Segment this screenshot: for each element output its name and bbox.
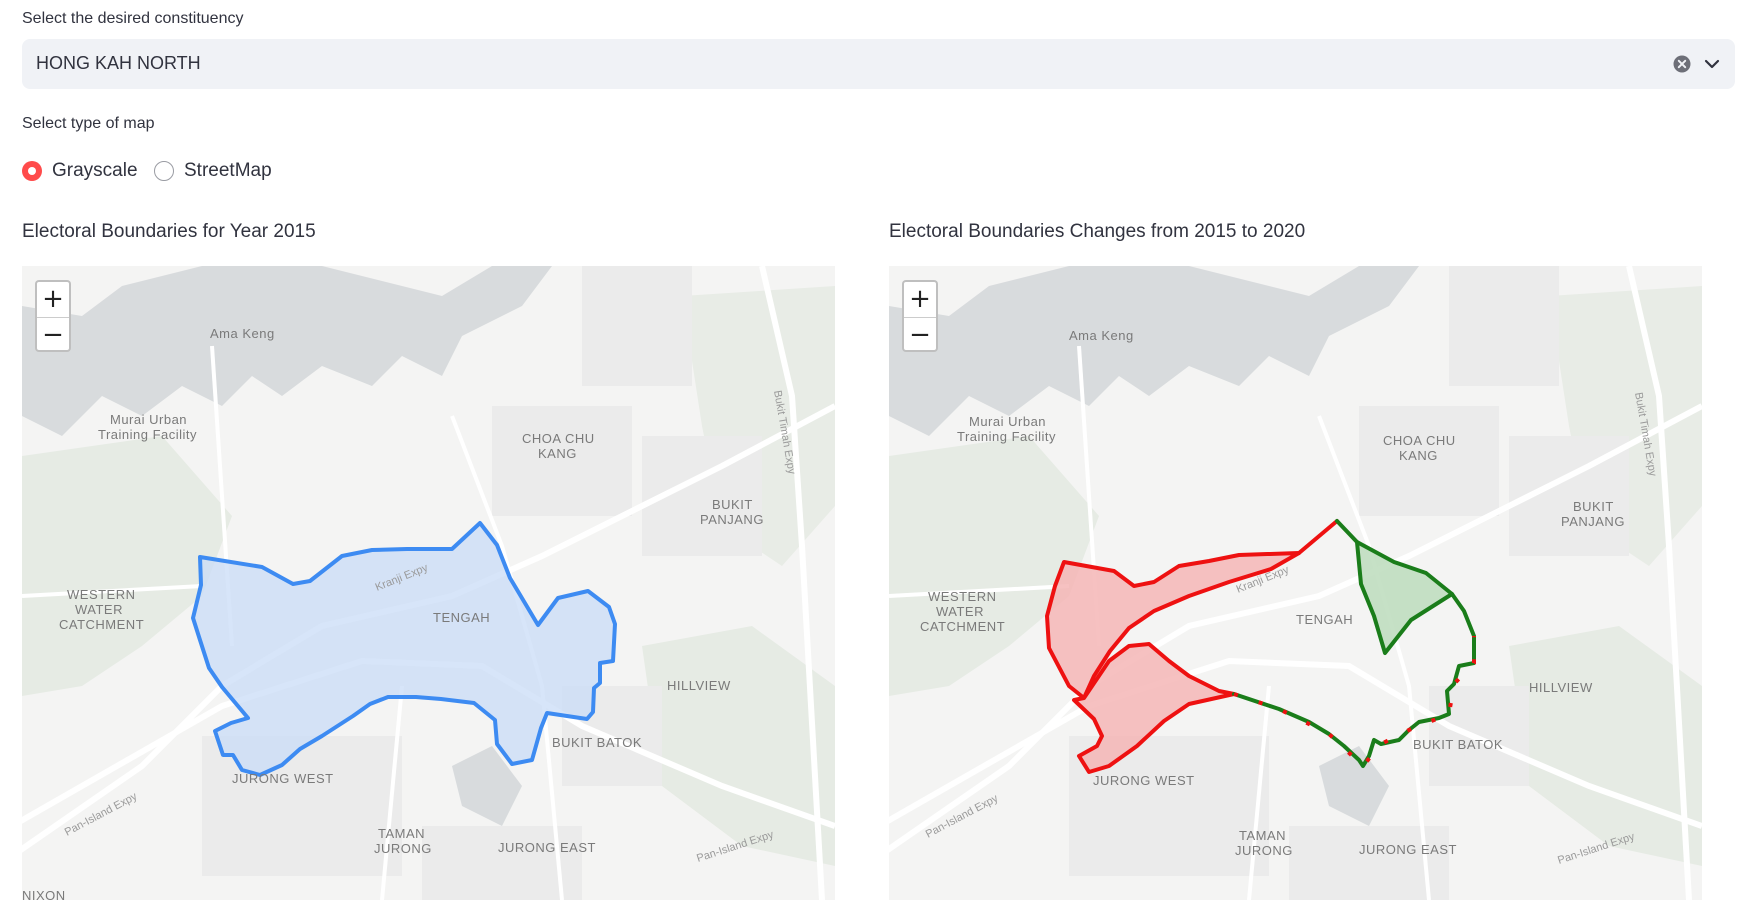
expressway	[759, 266, 825, 900]
place-label: CHOA CHU	[522, 431, 595, 446]
place-label: TAMAN	[1239, 828, 1286, 843]
expressway	[889, 403, 1702, 853]
zoom-control: + −	[35, 280, 71, 352]
road	[380, 685, 404, 900]
place-label: TENGAH	[1296, 612, 1353, 627]
place-label: JURONG WEST	[1093, 773, 1195, 788]
place-label: PANJANG	[700, 512, 764, 527]
place-label: BUKIT	[1573, 499, 1614, 514]
expressway	[1626, 266, 1692, 900]
place-label: JURONG EAST	[1359, 842, 1457, 857]
place-label: CHOA CHU	[1383, 433, 1456, 448]
place-label: HILLVIEW	[1529, 680, 1593, 695]
added-area	[1355, 540, 1454, 655]
road	[889, 584, 1070, 598]
radio-unselected-icon[interactable]	[154, 161, 174, 181]
radio-option-streetmap[interactable]: StreetMap	[154, 158, 272, 184]
map-changes-canvas: Ama Keng Murai Urban Training Facility C…	[889, 266, 1702, 900]
constituency-select[interactable]: HONG KAH NORTH	[22, 39, 1735, 89]
place-label: TAMAN	[378, 826, 425, 841]
map-2015[interactable]: Ama Keng Murai Urban Training Facility C…	[22, 266, 835, 900]
place-label: JURONG EAST	[498, 840, 596, 855]
urban-block	[1359, 406, 1499, 516]
map-changes-2015-2020[interactable]: Ama Keng Murai Urban Training Facility C…	[889, 266, 1702, 900]
place-label: PANJANG	[1561, 514, 1625, 529]
reservoir-shape	[889, 266, 1419, 436]
chevron-down-icon[interactable]	[1703, 56, 1721, 72]
removed-boundary-segment	[1297, 519, 1339, 555]
urban-block	[582, 266, 692, 386]
place-label: JURONG	[1235, 843, 1293, 858]
place-label: Ama Keng	[1069, 328, 1134, 343]
map-type-label: Select type of map	[22, 115, 155, 132]
place-label: BUKIT	[712, 497, 753, 512]
urban-block	[1449, 266, 1559, 386]
removed-area-south	[1072, 642, 1236, 774]
constituency-select-value: HONG KAH NORTH	[36, 53, 201, 73]
zoom-in-button[interactable]: +	[904, 282, 936, 318]
place-label: Training Facility	[98, 427, 197, 442]
radio-option-grayscale[interactable]: Grayscale	[22, 158, 138, 184]
place-label: KANG	[1399, 448, 1438, 463]
green-area	[889, 436, 1099, 696]
place-label: WESTERN	[928, 589, 997, 604]
place-label: Ama Keng	[210, 326, 275, 341]
radio-label-streetmap: StreetMap	[184, 160, 272, 181]
place-label: Murai Urban	[969, 414, 1046, 429]
added-boundary-segment	[1232, 519, 1476, 768]
place-label: WATER	[75, 602, 123, 617]
place-label: Training Facility	[957, 429, 1056, 444]
zoom-out-button[interactable]: −	[909, 320, 931, 350]
radio-label-grayscale: Grayscale	[52, 160, 138, 181]
right-map-title: Electoral Boundaries Changes from 2015 t…	[889, 221, 1306, 242]
place-label: JURONG	[374, 841, 432, 856]
place-label: HILLVIEW	[667, 678, 731, 693]
place-label: CATCHMENT	[920, 619, 1005, 634]
urban-block	[492, 406, 632, 516]
zoom-control: + −	[902, 280, 938, 352]
road	[22, 584, 203, 598]
zoom-out-button[interactable]: −	[42, 320, 64, 350]
removed-area-north	[1045, 551, 1301, 700]
reservoir-shape	[22, 266, 552, 436]
boundary-2015	[191, 521, 617, 777]
place-label: BUKIT BATOK	[1413, 737, 1503, 752]
reservoir-shape	[452, 746, 522, 826]
place-label: WESTERN	[67, 587, 136, 602]
constituency-label: Select the desired constituency	[22, 10, 244, 27]
place-label: CATCHMENT	[59, 617, 144, 632]
place-label: TENGAH	[433, 610, 490, 625]
left-map-title: Electoral Boundaries for Year 2015	[22, 221, 316, 242]
place-label: NIXON	[22, 888, 66, 900]
place-label: KANG	[538, 446, 577, 461]
road	[1247, 685, 1271, 900]
green-area	[22, 436, 232, 696]
radio-selected-icon[interactable]	[22, 161, 42, 181]
zoom-in-button[interactable]: +	[37, 282, 69, 318]
place-label: Murai Urban	[110, 412, 187, 427]
clear-circle-icon[interactable]	[1673, 55, 1691, 73]
place-label: BUKIT BATOK	[552, 735, 642, 750]
place-label: WATER	[936, 604, 984, 619]
reservoir-shape	[1319, 746, 1389, 826]
place-label: JURONG WEST	[232, 771, 334, 786]
map-2015-canvas: Ama Keng Murai Urban Training Facility C…	[22, 266, 835, 900]
